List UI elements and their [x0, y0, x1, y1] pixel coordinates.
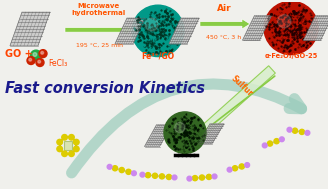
Circle shape — [132, 171, 136, 176]
Circle shape — [305, 130, 310, 135]
FancyArrowPatch shape — [202, 76, 275, 133]
Circle shape — [29, 58, 31, 61]
Circle shape — [140, 172, 145, 177]
Polygon shape — [64, 141, 72, 150]
Circle shape — [212, 174, 217, 179]
Text: FeCl₃: FeCl₃ — [48, 59, 67, 68]
Circle shape — [199, 175, 205, 180]
Circle shape — [126, 169, 131, 174]
Circle shape — [145, 173, 151, 178]
Circle shape — [119, 167, 124, 173]
Polygon shape — [145, 125, 172, 146]
Text: Air: Air — [217, 4, 231, 13]
Text: Sulfur: Sulfur — [229, 74, 255, 98]
Circle shape — [287, 127, 292, 132]
Circle shape — [292, 128, 297, 133]
Circle shape — [274, 139, 279, 144]
Polygon shape — [10, 12, 50, 46]
Circle shape — [264, 1, 318, 55]
Circle shape — [57, 146, 63, 152]
Circle shape — [239, 164, 244, 169]
Circle shape — [279, 137, 284, 142]
Circle shape — [27, 57, 35, 64]
Circle shape — [73, 139, 79, 145]
Circle shape — [69, 135, 74, 140]
Circle shape — [57, 139, 63, 145]
Circle shape — [245, 163, 250, 167]
Circle shape — [132, 5, 184, 57]
Circle shape — [172, 175, 177, 180]
Circle shape — [33, 53, 37, 56]
Circle shape — [277, 15, 291, 28]
Circle shape — [193, 176, 197, 181]
Circle shape — [31, 50, 42, 61]
Circle shape — [113, 166, 118, 171]
Polygon shape — [242, 15, 272, 40]
Circle shape — [36, 59, 44, 67]
Circle shape — [233, 166, 237, 171]
Circle shape — [62, 135, 67, 140]
Circle shape — [62, 151, 67, 156]
Text: 195 °C, 25 min: 195 °C, 25 min — [75, 43, 122, 48]
Circle shape — [73, 146, 79, 152]
Circle shape — [262, 143, 267, 148]
FancyArrowPatch shape — [72, 84, 301, 173]
Circle shape — [164, 112, 206, 153]
Circle shape — [39, 50, 47, 58]
Circle shape — [107, 164, 112, 169]
Text: α-Fe₂O₃/GO-25: α-Fe₂O₃/GO-25 — [264, 53, 318, 59]
Polygon shape — [115, 18, 145, 44]
Circle shape — [206, 174, 212, 180]
Circle shape — [145, 18, 158, 31]
Circle shape — [174, 122, 185, 133]
Text: GO +: GO + — [5, 49, 33, 59]
Circle shape — [187, 176, 192, 181]
Circle shape — [159, 174, 165, 179]
Circle shape — [153, 173, 157, 178]
Circle shape — [267, 141, 273, 146]
Text: Fe³⁺/GO: Fe³⁺/GO — [141, 52, 174, 60]
Polygon shape — [195, 66, 275, 139]
Text: 450 °C, 3 h: 450 °C, 3 h — [206, 35, 242, 40]
Circle shape — [69, 151, 74, 156]
Polygon shape — [198, 124, 224, 143]
Circle shape — [299, 129, 304, 134]
FancyArrow shape — [200, 19, 250, 29]
Text: Fast conversion Kinetics: Fast conversion Kinetics — [5, 81, 205, 96]
Circle shape — [166, 174, 172, 180]
Circle shape — [227, 167, 232, 172]
Text: Microwave
hydrothermal: Microwave hydrothermal — [72, 3, 126, 16]
Circle shape — [41, 51, 44, 54]
FancyArrow shape — [65, 25, 133, 35]
Circle shape — [38, 60, 41, 63]
Polygon shape — [169, 18, 199, 44]
Polygon shape — [303, 15, 328, 40]
